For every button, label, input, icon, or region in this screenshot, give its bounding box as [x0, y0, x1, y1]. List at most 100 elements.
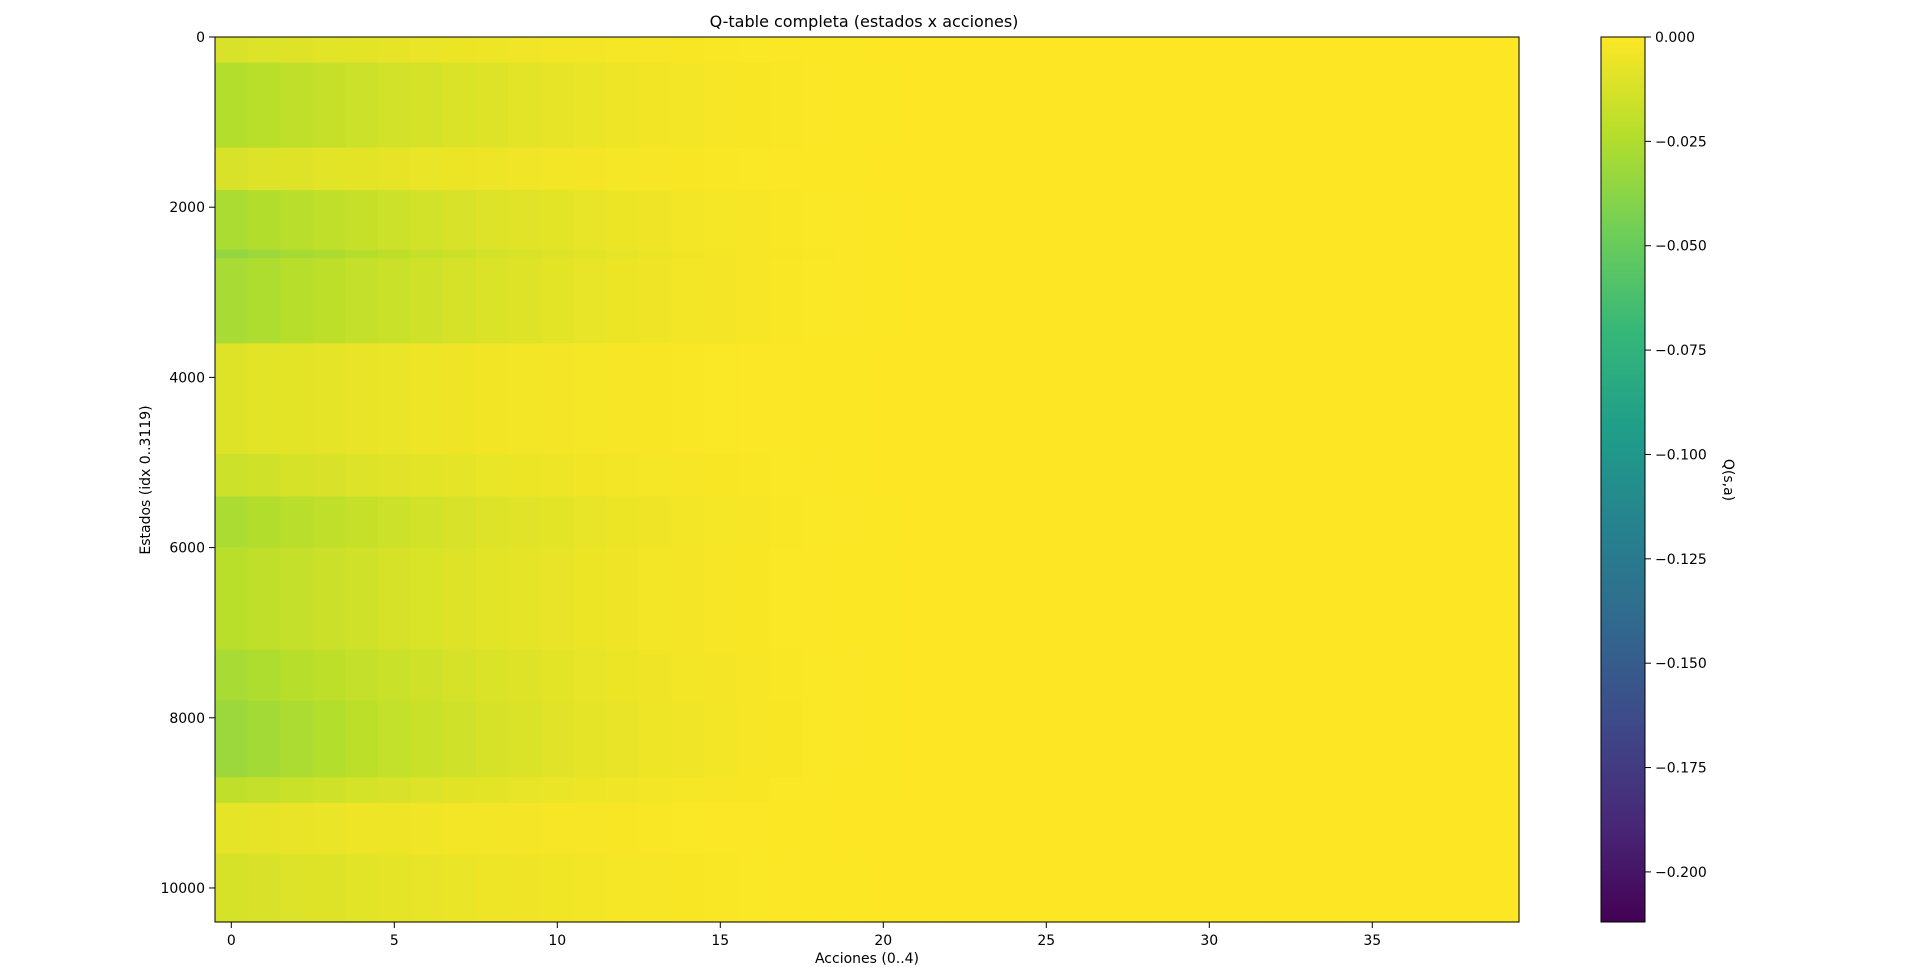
heatmap-cell: [1030, 453, 1064, 498]
heatmap-cell: [704, 496, 738, 549]
heatmap-cell: [671, 190, 705, 251]
heatmap-cell: [1356, 802, 1390, 855]
heatmap-cell: [280, 777, 314, 804]
heatmap-cell: [1356, 258, 1390, 344]
heatmap-cell: [736, 802, 770, 855]
heatmap-cell: [769, 649, 803, 702]
heatmap-cell: [834, 37, 868, 64]
heatmap-cell: [834, 777, 868, 804]
heatmap-cell: [997, 258, 1031, 344]
heatmap-cell: [410, 190, 444, 251]
heatmap-cell: [834, 802, 868, 855]
heatmap-cell: [410, 37, 444, 64]
heatmap-cell: [475, 190, 509, 251]
heatmap-cell: [410, 496, 444, 549]
heatmap-cell: [1062, 147, 1096, 191]
heatmap-cell: [638, 853, 672, 923]
heatmap-cell: [1127, 453, 1161, 498]
heatmap-cell: [1030, 802, 1064, 855]
heatmap-cell: [671, 547, 705, 651]
heatmap-cell: [541, 777, 575, 804]
heatmap-cell: [247, 37, 281, 64]
heatmap-cell: [541, 62, 575, 149]
heatmap-cell: [1486, 453, 1520, 498]
heatmap-cell: [247, 777, 281, 804]
heatmap-cell: [801, 62, 835, 149]
heatmap-cell: [932, 37, 966, 64]
heatmap-cell: [606, 37, 640, 64]
heatmap-cell: [801, 147, 835, 191]
heatmap-cell: [1486, 802, 1520, 855]
heatmap-cell: [997, 453, 1031, 498]
heatmap-cell: [215, 802, 249, 855]
heatmap-cell: [1453, 700, 1487, 778]
heatmap-cell: [312, 547, 346, 651]
heatmap-cell: [834, 649, 868, 702]
heatmap-cell: [769, 343, 803, 455]
heatmap-cell: [443, 190, 477, 251]
heatmap-cell: [899, 147, 933, 191]
heatmap-cell: [378, 249, 412, 259]
heatmap-cell: [443, 147, 477, 191]
heatmap-cell: [280, 700, 314, 778]
heatmap-cell: [312, 777, 346, 804]
heatmap-cell: [769, 700, 803, 778]
heatmap-cell: [964, 37, 998, 64]
heatmap-cell: [769, 547, 803, 651]
heatmap-cell: [899, 802, 933, 855]
heatmap-cell: [1453, 62, 1487, 149]
heatmap-cell: [964, 777, 998, 804]
heatmap-cell: [964, 453, 998, 498]
heatmap-cell: [345, 547, 379, 651]
colorbar-tick-label: −0.200: [1655, 865, 1707, 881]
heatmap-cell: [997, 853, 1031, 923]
heatmap-cell: [1388, 190, 1422, 251]
heatmap-cell: [1453, 453, 1487, 498]
heatmap-cell: [508, 190, 542, 251]
heatmap-cell: [247, 853, 281, 923]
heatmap-cell: [801, 649, 835, 702]
heatmap-cell: [704, 802, 738, 855]
heatmap-cell: [801, 453, 835, 498]
heatmap-cell: [671, 802, 705, 855]
heatmap-cell: [1453, 496, 1487, 549]
heatmap-cell: [1290, 853, 1324, 923]
heatmap-cell: [410, 853, 444, 923]
heatmap-cell: [932, 496, 966, 549]
heatmap-cell: [1356, 649, 1390, 702]
heatmap-cell: [541, 853, 575, 923]
heatmap-cell: [378, 37, 412, 64]
heatmap-cell: [932, 802, 966, 855]
heatmap-cell: [1225, 147, 1259, 191]
heatmap-cell: [997, 190, 1031, 251]
heatmap-cell: [606, 343, 640, 455]
heatmap-cell: [1095, 547, 1129, 651]
heatmap-cell: [1356, 496, 1390, 549]
heatmap-cell: [899, 777, 933, 804]
heatmap-cell: [378, 853, 412, 923]
heatmap-cell: [312, 453, 346, 498]
heatmap-cell: [1127, 190, 1161, 251]
heatmap-cell: [964, 649, 998, 702]
heatmap-cell: [1095, 249, 1129, 259]
heatmap-cell: [1388, 453, 1422, 498]
heatmap-cell: [736, 700, 770, 778]
heatmap-cell: [541, 649, 575, 702]
heatmap-cell: [378, 343, 412, 455]
heatmap-cell: [1486, 37, 1520, 64]
heatmap-cell: [410, 343, 444, 455]
heatmap-cell: [345, 62, 379, 149]
heatmap-cell: [997, 547, 1031, 651]
heatmap-cell: [1453, 802, 1487, 855]
heatmap-cell: [1258, 547, 1292, 651]
heatmap-cell: [378, 190, 412, 251]
heatmap-cell: [899, 258, 933, 344]
heatmap-cell: [704, 700, 738, 778]
heatmap-cell: [769, 777, 803, 804]
heatmap-cell: [410, 249, 444, 259]
heatmap-cell: [1193, 547, 1227, 651]
heatmap-cell: [1062, 258, 1096, 344]
heatmap-cell: [899, 453, 933, 498]
x-tick-label: 5: [390, 933, 399, 949]
heatmap-cells: [215, 37, 1520, 923]
